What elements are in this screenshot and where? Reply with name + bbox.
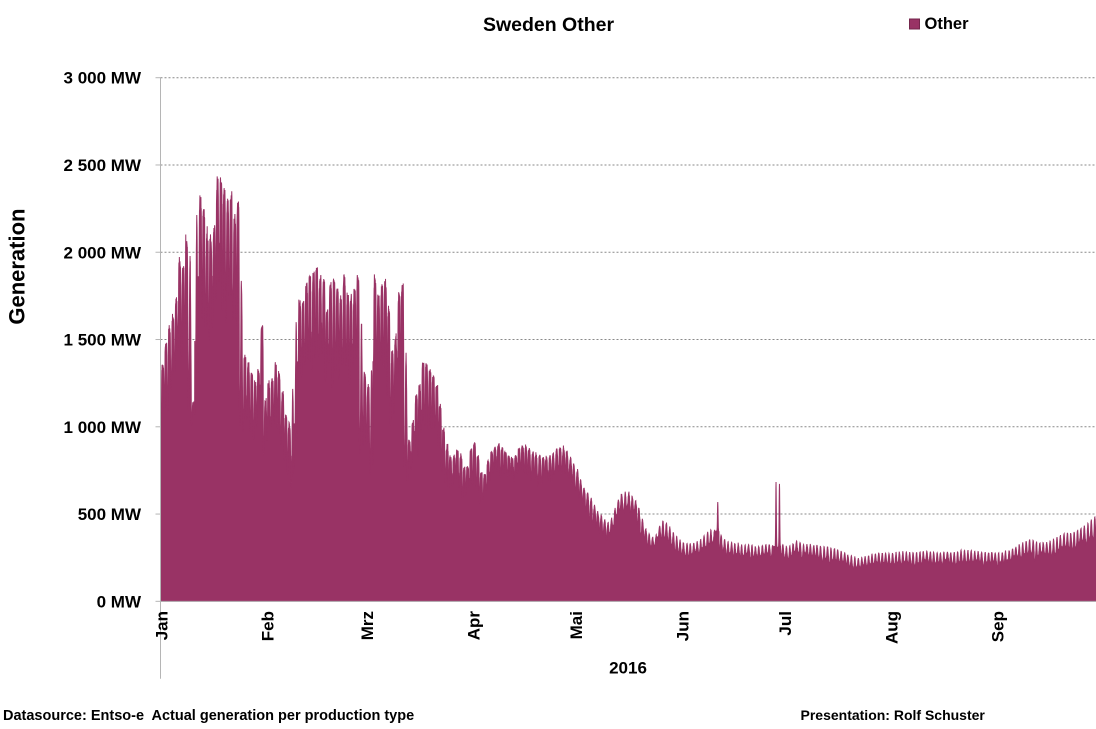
svg-text:Sweden Other: Sweden Other bbox=[483, 14, 615, 36]
svg-text:Mrz: Mrz bbox=[358, 611, 377, 640]
svg-text:500 MW: 500 MW bbox=[78, 505, 142, 524]
svg-text:Jan: Jan bbox=[153, 611, 172, 640]
svg-text:Presentation: Rolf Schuster: Presentation: Rolf Schuster bbox=[801, 707, 986, 723]
svg-text:2 500 MW: 2 500 MW bbox=[64, 156, 142, 175]
svg-text:Jul: Jul bbox=[776, 611, 795, 636]
svg-text:Mai: Mai bbox=[567, 611, 586, 639]
svg-text:0 MW: 0 MW bbox=[97, 592, 142, 611]
svg-text:1 500 MW: 1 500 MW bbox=[64, 331, 142, 350]
svg-text:3 000 MW: 3 000 MW bbox=[64, 69, 142, 88]
svg-text:Feb: Feb bbox=[259, 611, 278, 641]
svg-text:Sep: Sep bbox=[989, 611, 1008, 642]
svg-text:Generation: Generation bbox=[5, 209, 30, 325]
svg-text:2 000 MW: 2 000 MW bbox=[64, 243, 142, 262]
svg-text:Datasource: Entso-e Actual ge: Datasource: Entso-e Actual generation pe… bbox=[3, 708, 414, 724]
svg-text:Jun: Jun bbox=[673, 611, 692, 641]
svg-text:Aug: Aug bbox=[882, 611, 901, 644]
svg-text:2016: 2016 bbox=[609, 659, 647, 678]
svg-text:Apr: Apr bbox=[464, 611, 483, 641]
svg-text:1 000 MW: 1 000 MW bbox=[64, 418, 142, 437]
svg-text:Other: Other bbox=[925, 15, 970, 33]
